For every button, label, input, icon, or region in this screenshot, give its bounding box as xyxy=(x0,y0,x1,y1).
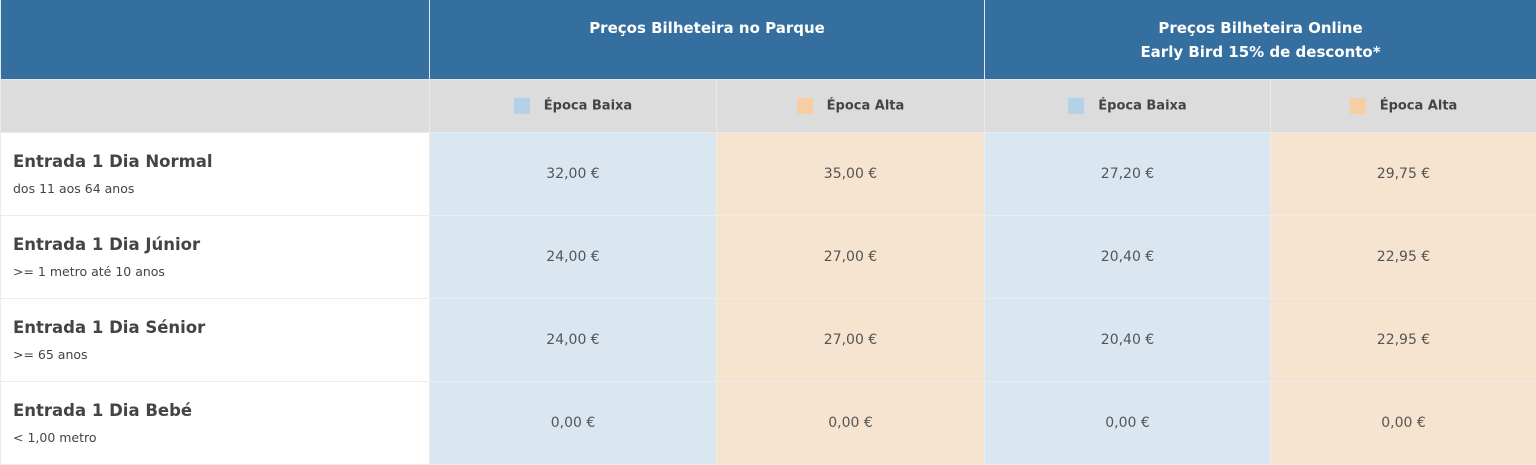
season-low: Época Baixa xyxy=(430,79,717,132)
season-label: Época Alta xyxy=(1380,98,1458,113)
price-cell: 0,00 € xyxy=(717,381,985,464)
price-cell: 27,00 € xyxy=(717,215,985,298)
price-cell: 32,00 € xyxy=(430,132,717,215)
low-season-swatch-icon xyxy=(1068,98,1084,114)
ticket-title: Entrada 1 Dia Bebé xyxy=(13,401,429,420)
season-label: Época Alta xyxy=(827,98,905,113)
ticket-type: Entrada 1 Dia Sénior >= 65 anos xyxy=(1,298,430,381)
ticket-subtitle: < 1,00 metro xyxy=(13,430,429,445)
header-online-title: Preços Bilheteira Online xyxy=(985,16,1536,40)
high-season-swatch-icon xyxy=(1350,98,1366,114)
ticket-type: Entrada 1 Dia Bebé < 1,00 metro xyxy=(1,381,430,464)
season-high: Época Alta xyxy=(717,79,985,132)
ticket-title: Entrada 1 Dia Sénior xyxy=(13,318,429,337)
ticket-subtitle: >= 1 metro até 10 anos xyxy=(13,264,429,279)
season-high: Época Alta xyxy=(1271,79,1536,132)
high-season-swatch-icon xyxy=(797,98,813,114)
price-cell: 22,95 € xyxy=(1271,215,1536,298)
price-cell: 0,00 € xyxy=(1271,381,1536,464)
price-cell: 27,00 € xyxy=(717,298,985,381)
season-row: Época Baixa Época Alta Época Baixa Época… xyxy=(1,79,1536,132)
season-empty xyxy=(1,79,430,132)
header-empty xyxy=(1,0,430,79)
ticket-subtitle: >= 65 anos xyxy=(13,347,429,362)
header-park: Preços Bilheteira no Parque xyxy=(430,0,985,79)
price-cell: 20,40 € xyxy=(985,298,1271,381)
price-cell: 24,00 € xyxy=(430,298,717,381)
season-label: Época Baixa xyxy=(1098,98,1186,113)
price-cell: 20,40 € xyxy=(985,215,1271,298)
ticket-title: Entrada 1 Dia Júnior xyxy=(13,235,429,254)
price-cell: 29,75 € xyxy=(1271,132,1536,215)
ticket-type: Entrada 1 Dia Júnior >= 1 metro até 10 an… xyxy=(1,215,430,298)
price-cell: 27,20 € xyxy=(985,132,1271,215)
header-row: Preços Bilheteira no Parque Preços Bilhe… xyxy=(1,0,1536,79)
ticket-subtitle: dos 11 aos 64 anos xyxy=(13,181,429,196)
price-cell: 24,00 € xyxy=(430,215,717,298)
season-low: Época Baixa xyxy=(985,79,1271,132)
ticket-type: Entrada 1 Dia Normal dos 11 aos 64 anos xyxy=(1,132,430,215)
season-label: Época Baixa xyxy=(544,98,632,113)
header-online-subtitle: Early Bird 15% de desconto* xyxy=(985,40,1536,64)
table-row: Entrada 1 Dia Júnior >= 1 metro até 10 an… xyxy=(1,215,1536,298)
price-cell: 0,00 € xyxy=(430,381,717,464)
price-cell: 35,00 € xyxy=(717,132,985,215)
price-cell: 22,95 € xyxy=(1271,298,1536,381)
ticket-title: Entrada 1 Dia Normal xyxy=(13,152,429,171)
header-park-title: Preços Bilheteira no Parque xyxy=(589,19,825,37)
low-season-swatch-icon xyxy=(514,98,530,114)
price-cell: 0,00 € xyxy=(985,381,1271,464)
